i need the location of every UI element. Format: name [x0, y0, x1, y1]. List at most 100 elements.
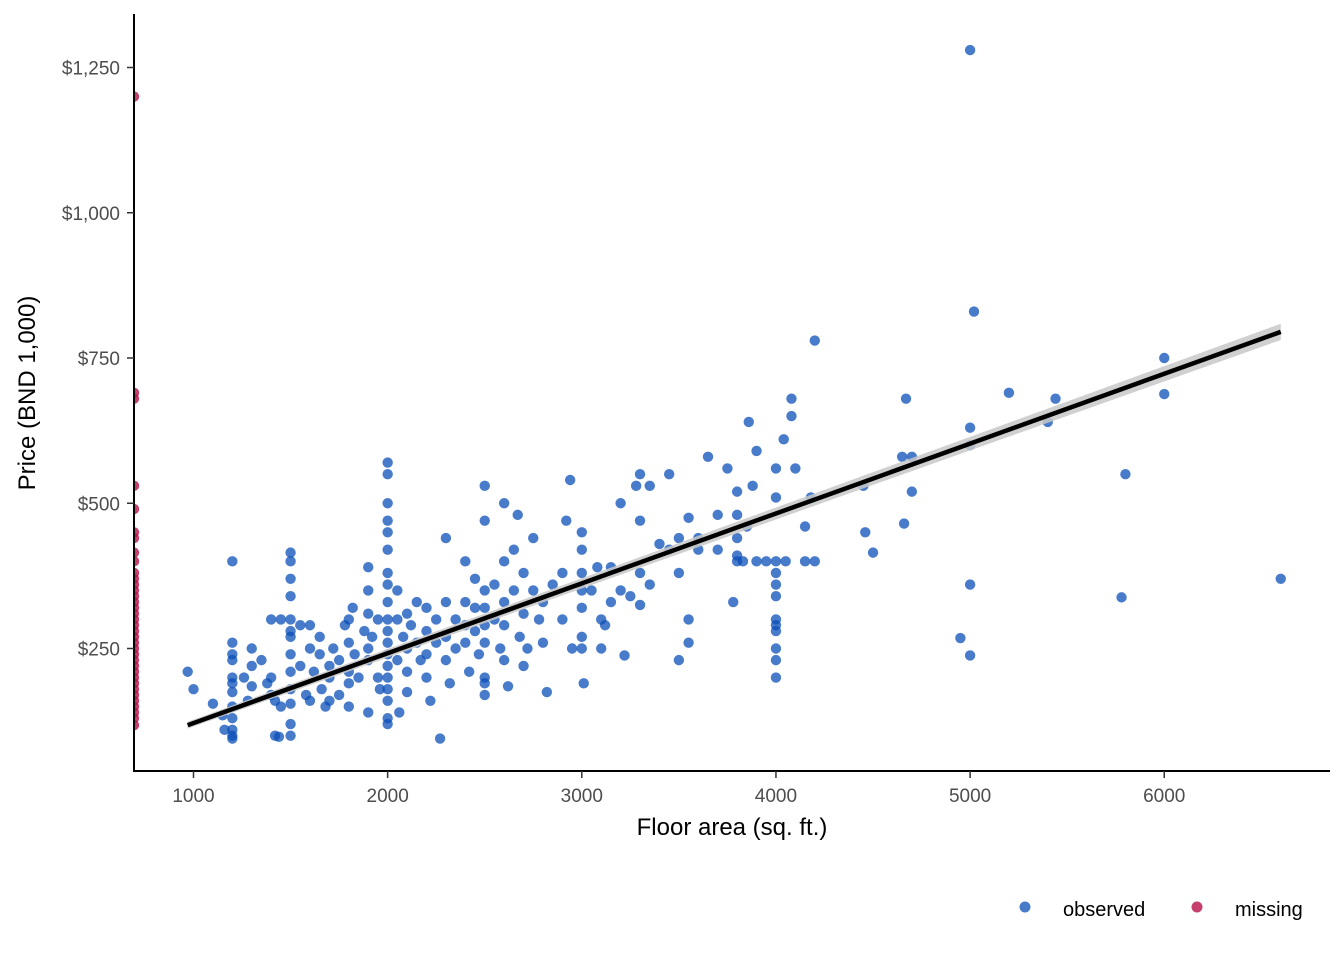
plot-area [134, 44, 1286, 744]
observed-point [227, 733, 238, 744]
observed-points [182, 44, 1286, 744]
observed-point [860, 527, 871, 538]
observed-point [430, 614, 442, 625]
observed-point [382, 596, 393, 608]
observed-point [644, 480, 655, 492]
observed-point [314, 649, 325, 660]
observed-point [634, 599, 646, 611]
observed-point [382, 672, 393, 683]
observed-point [440, 532, 452, 544]
observed-point [683, 637, 694, 648]
observed-point [518, 660, 529, 672]
observed-point [528, 532, 539, 544]
observed-point [722, 463, 733, 474]
observed-point [615, 498, 626, 509]
observed-point [498, 620, 510, 631]
observed-point [394, 707, 405, 718]
observed-point [382, 527, 393, 538]
x-tick-label: 6000 [1143, 786, 1185, 807]
observed-point [479, 480, 490, 492]
observed-point [809, 556, 820, 567]
observed-point [382, 579, 393, 590]
observed-point [634, 515, 646, 526]
observed-point [728, 596, 739, 608]
observed-point [557, 567, 568, 579]
trend-line [186, 329, 1282, 728]
observed-point [460, 637, 471, 648]
observed-point [382, 625, 393, 637]
observed-point [382, 695, 393, 706]
observed-point [366, 631, 378, 643]
observed-point [654, 538, 665, 550]
observed-point [343, 637, 355, 648]
observed-point [619, 650, 630, 661]
observed-point [495, 643, 506, 654]
x-axis-ticks: 1000 2000 3000 4000 5000 6000 [172, 771, 1185, 807]
observed-point [285, 573, 296, 584]
observed-point [508, 585, 520, 596]
observed-point [634, 469, 646, 480]
x-tick-label: 3000 [561, 786, 603, 807]
observed-point [411, 596, 422, 608]
x-tick-label: 1000 [172, 786, 214, 807]
observed-point [285, 556, 296, 567]
observed-point [479, 678, 490, 689]
observed-point [421, 625, 432, 637]
legend-key-missing [1191, 901, 1203, 913]
y-tick-label: $250 [78, 640, 120, 661]
observed-point [644, 579, 655, 590]
observed-point [473, 649, 485, 660]
observed-point [227, 637, 238, 648]
observed-point [528, 585, 539, 596]
observed-point [227, 678, 238, 689]
observed-point [421, 602, 432, 614]
observed-point [256, 654, 267, 666]
observed-point [285, 631, 296, 643]
observed-point [537, 637, 549, 648]
observed-point [227, 654, 238, 666]
observed-point [479, 585, 490, 596]
observed-point [382, 683, 393, 695]
missing-point [134, 556, 140, 567]
legend-label-observed: observed [1063, 899, 1145, 921]
observed-point [964, 579, 976, 590]
observed-point [219, 724, 230, 736]
observed-point [392, 614, 403, 625]
observed-point [285, 666, 296, 677]
observed-point [328, 643, 339, 654]
observed-point [898, 518, 910, 529]
observed-point [663, 469, 675, 480]
observed-point [372, 672, 384, 683]
observed-point [522, 643, 533, 654]
observed-point [770, 654, 782, 666]
observed-point [737, 556, 749, 567]
observed-point [479, 637, 490, 648]
observed-point [316, 683, 327, 695]
observed-point [246, 681, 257, 692]
y-tick-label: $1,250 [62, 59, 120, 80]
observed-point [304, 620, 316, 631]
observed-point [421, 649, 432, 660]
observed-point [479, 689, 490, 701]
observed-point [761, 556, 772, 567]
observed-point [363, 608, 374, 619]
observed-point [1116, 592, 1127, 603]
observed-point [324, 660, 335, 672]
observed-point [324, 695, 335, 706]
observed-point [275, 701, 287, 712]
observed-point [382, 660, 393, 672]
observed-point [353, 672, 364, 683]
observed-point [578, 678, 589, 689]
observed-point [799, 556, 811, 567]
observed-point [541, 686, 553, 698]
observed-point [285, 547, 296, 558]
observed-point [592, 561, 603, 573]
observed-point [450, 643, 461, 654]
observed-point [599, 620, 611, 631]
observed-point [479, 602, 490, 614]
observed-point [246, 660, 257, 672]
observed-point [514, 631, 525, 643]
observed-point [731, 486, 743, 497]
observed-point [533, 614, 545, 625]
